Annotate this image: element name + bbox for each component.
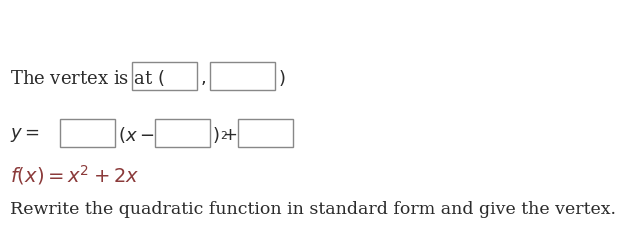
- Bar: [238, 119, 293, 147]
- Text: Rewrite the quadratic function in standard form and give the vertex.: Rewrite the quadratic function in standa…: [10, 201, 616, 218]
- Bar: [210, 63, 275, 91]
- Text: $^2$: $^2$: [220, 132, 228, 146]
- Text: $)$: $)$: [212, 124, 220, 144]
- Text: $,$: $,$: [200, 69, 206, 87]
- Text: $+$: $+$: [222, 126, 237, 143]
- Bar: [60, 119, 115, 147]
- Text: $y =$: $y =$: [10, 126, 39, 143]
- Bar: [132, 63, 197, 91]
- Text: $f(x) = x^2 + 2x$: $f(x) = x^2 + 2x$: [10, 162, 139, 186]
- Text: $(x -$: $(x -$: [118, 124, 154, 144]
- Text: $)$: $)$: [278, 68, 286, 88]
- Bar: [155, 119, 210, 147]
- Text: The vertex is at $($: The vertex is at $($: [10, 68, 165, 88]
